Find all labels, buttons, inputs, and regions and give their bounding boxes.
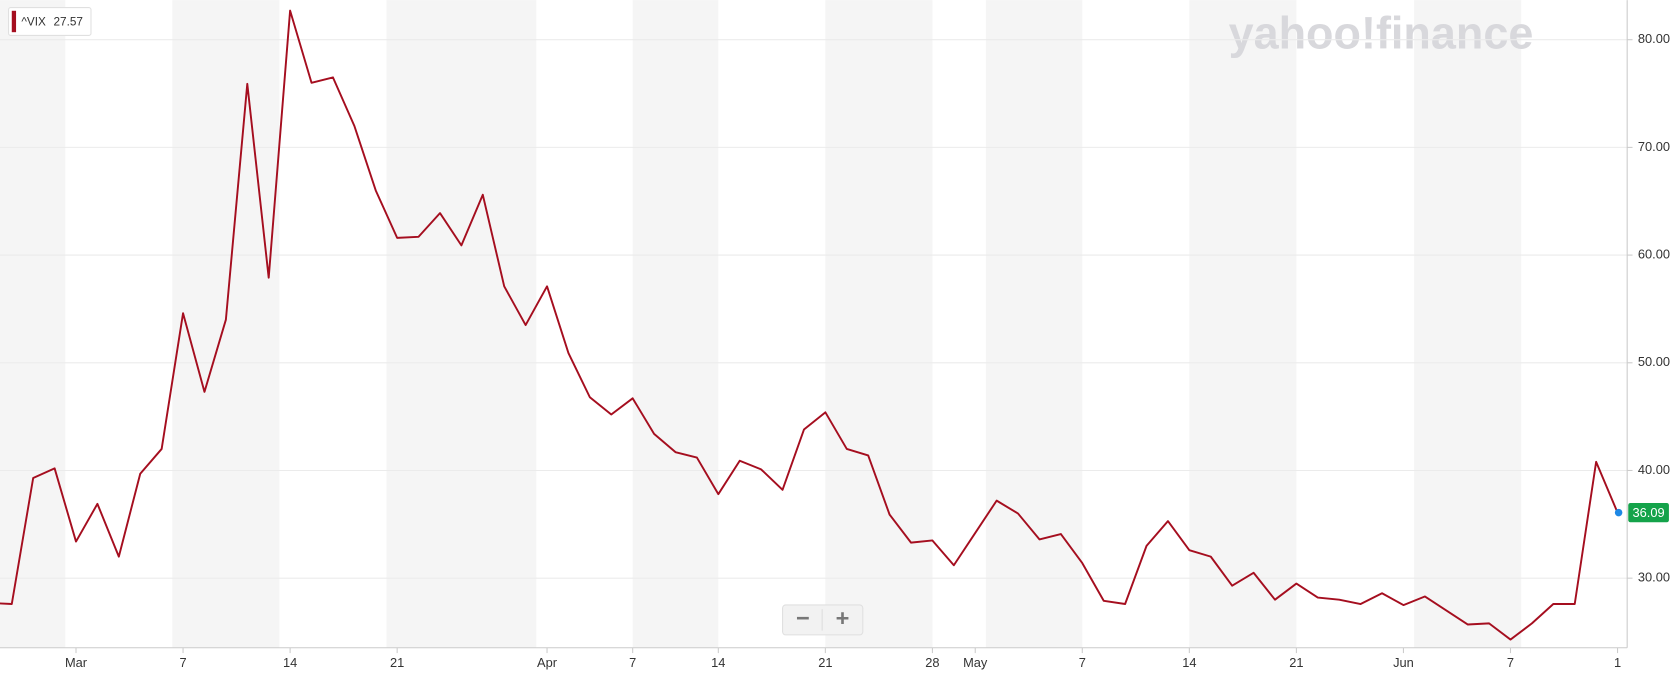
x-tick-label: 7 [629, 655, 636, 670]
x-tick-label: 28 [925, 655, 939, 670]
x-tick-label: 7 [179, 655, 186, 670]
legend: ^VIX 27.57 [8, 7, 92, 36]
y-tick-label: 30.00 [1638, 570, 1670, 585]
current-value-box [1628, 502, 1669, 523]
x-tick-label: 21 [1289, 655, 1303, 670]
current-value-label: 36.09 [1633, 505, 1665, 520]
legend-label: ^VIX [21, 16, 46, 29]
legend-value: 27.57 [54, 16, 83, 29]
x-tick-label: May [963, 655, 988, 670]
y-tick-label: 80.00 [1638, 31, 1670, 46]
y-tick-label: 70.00 [1638, 139, 1670, 154]
zoom-in-button[interactable]: + [836, 605, 850, 631]
last-point [1614, 508, 1623, 517]
x-tick-label: 14 [1182, 655, 1196, 670]
week-bands [0, 0, 1521, 648]
y-tick-label: 50.00 [1638, 354, 1670, 369]
legend-swatch [11, 10, 17, 33]
legend-box [8, 7, 92, 36]
zoom-out-button[interactable]: − [796, 605, 810, 631]
vix-line [0, 9, 1619, 641]
watermark: yahoo!finance [1229, 7, 1534, 58]
x-tick-label: 21 [390, 655, 404, 670]
x-tick-label: 7 [1507, 655, 1514, 670]
x-tick-label: Mar [65, 655, 88, 670]
plot [0, 9, 1619, 641]
x-tick-label: 21 [818, 655, 832, 670]
x-tick-label: Jun [1393, 655, 1414, 670]
y-tick-label: 40.00 [1638, 462, 1670, 477]
x-tick-label: 7 [1079, 655, 1086, 670]
zoom-controls: − + [782, 604, 864, 636]
x-tick-label: Apr [537, 655, 558, 670]
x-tick-label: 14 [711, 655, 725, 670]
y-tick-label: 60.00 [1638, 246, 1670, 261]
x-tick-label: 14 [283, 655, 297, 670]
x-tick-label: 1 [1614, 655, 1621, 670]
